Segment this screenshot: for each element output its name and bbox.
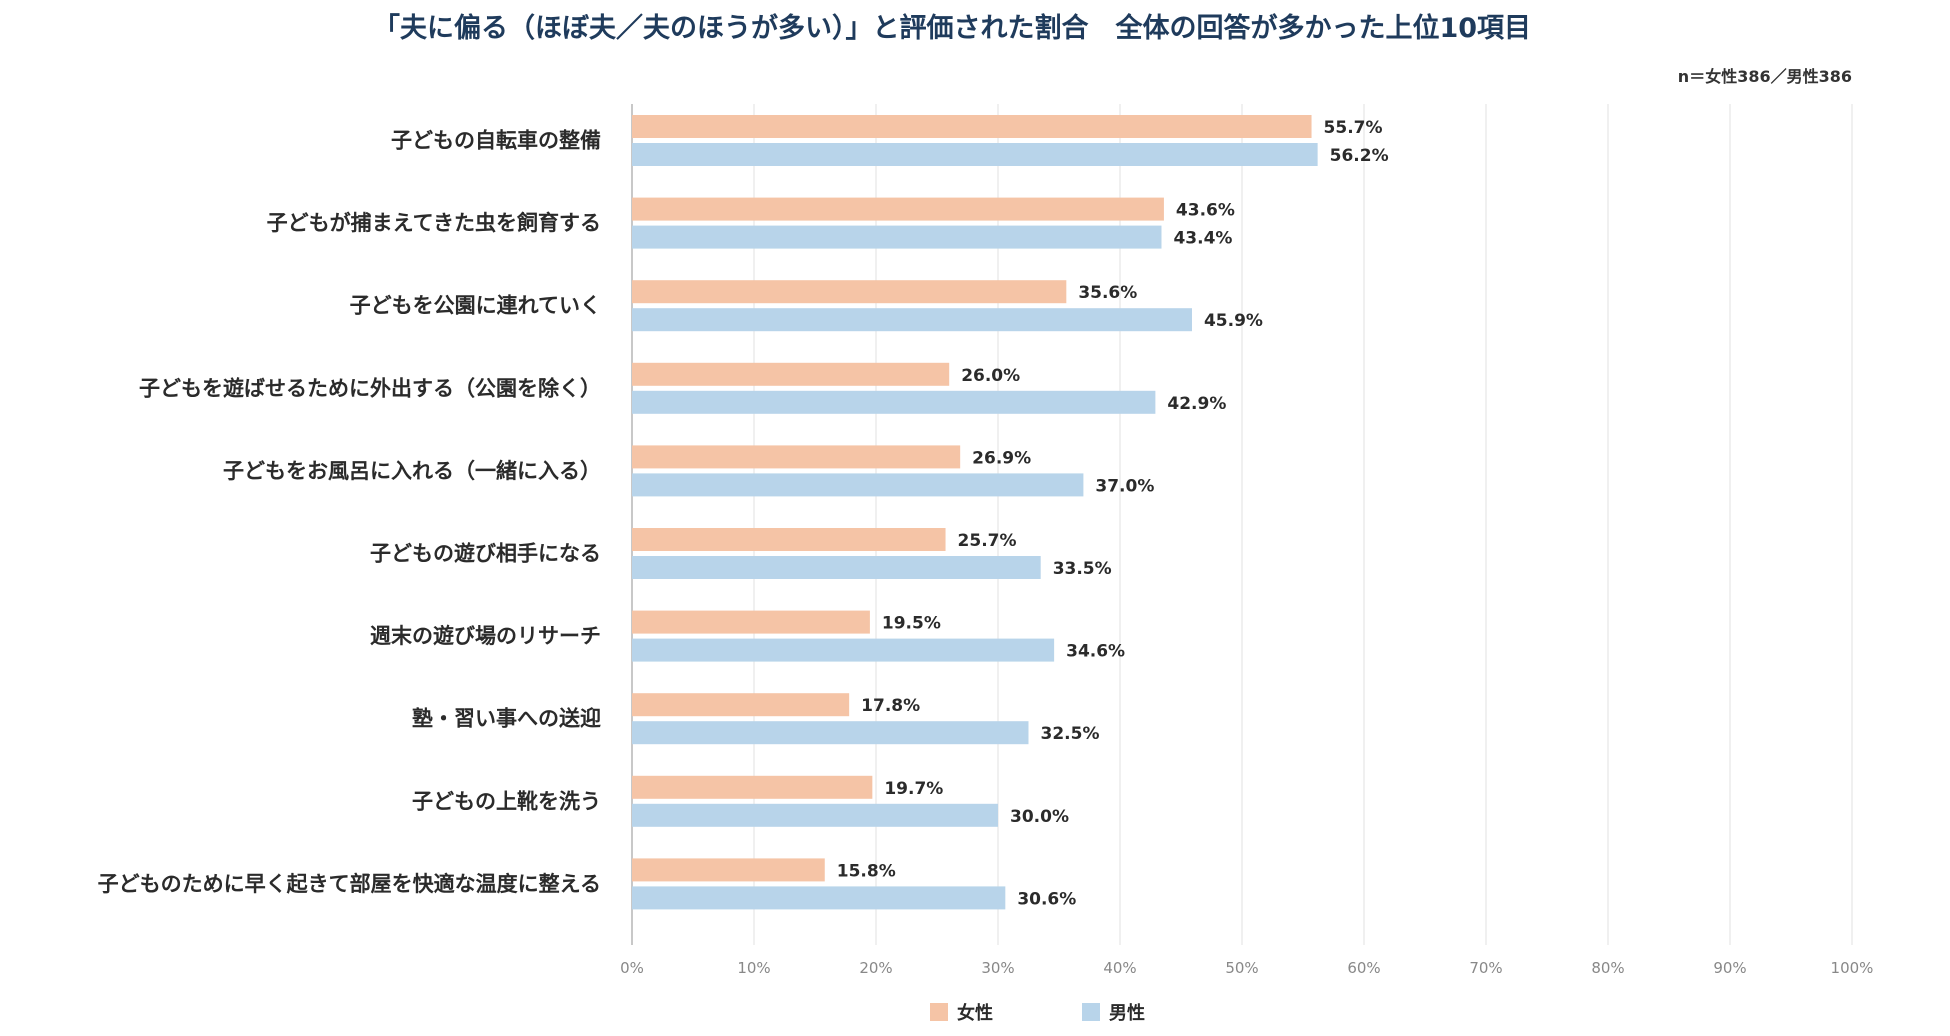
x-tick-label: 100% xyxy=(1831,959,1874,977)
data-label: 35.6% xyxy=(1078,283,1137,303)
bar-male xyxy=(632,390,1156,414)
bar-female xyxy=(632,445,961,469)
x-tick-label: 80% xyxy=(1591,959,1624,977)
data-label: 25.7% xyxy=(958,531,1017,551)
bar-female xyxy=(632,610,870,634)
data-label: 42.9% xyxy=(1167,394,1226,414)
data-label: 37.0% xyxy=(1095,476,1154,496)
category-label: 塾・習い事への送迎 xyxy=(412,707,601,731)
bar-female xyxy=(632,693,850,717)
legend-swatch-female xyxy=(930,1003,948,1021)
x-tick-label: 90% xyxy=(1713,959,1746,977)
bar-female xyxy=(632,528,946,551)
x-tick-label: 40% xyxy=(1103,959,1136,977)
data-label: 55.7% xyxy=(1324,118,1383,138)
category-label: 子どもが捕まえてきた虫を飼育する xyxy=(267,211,601,235)
bar-female xyxy=(632,362,950,386)
bar-female xyxy=(632,197,1164,221)
chart-subtitle: n＝女性386／男性386 xyxy=(1678,67,1852,86)
data-label: 19.5% xyxy=(882,614,941,634)
legend-label: 男性 xyxy=(1109,1002,1145,1024)
data-label: 43.6% xyxy=(1176,201,1235,221)
bar-male xyxy=(632,556,1041,579)
data-label: 45.9% xyxy=(1204,311,1263,331)
legend-label: 女性 xyxy=(957,1002,993,1024)
category-label: 子どもをお風呂に入れる（一緒に入る） xyxy=(223,459,601,483)
data-label: 26.9% xyxy=(972,448,1031,468)
category-label: 子どもを公園に連れていく xyxy=(350,294,601,318)
bar-male xyxy=(632,803,998,827)
legend-swatch-male xyxy=(1082,1003,1100,1021)
data-label: 19.7% xyxy=(884,779,943,799)
x-tick-label: 30% xyxy=(981,959,1014,977)
data-label: 56.2% xyxy=(1330,146,1389,166)
data-label: 17.8% xyxy=(861,696,920,716)
bar-male xyxy=(632,473,1084,497)
bar-male xyxy=(632,143,1318,166)
bar-female xyxy=(632,115,1312,138)
category-label: 子どもを遊ばせるために外出する（公園を除く） xyxy=(139,376,601,400)
data-label: 33.5% xyxy=(1053,559,1112,579)
category-label: 子どもの自転車の整備 xyxy=(391,129,601,153)
bar-male xyxy=(632,225,1162,249)
category-label: 週末の遊び場のリサーチ xyxy=(370,624,601,648)
chart-title: 「夫に偏る（ほぼ夫／夫のほうが多い）」と評価された割合 全体の回答が多かった上位… xyxy=(373,12,1531,44)
data-label: 30.6% xyxy=(1017,889,1076,909)
data-label: 34.6% xyxy=(1066,642,1125,662)
data-label: 43.4% xyxy=(1173,229,1232,249)
bar-male xyxy=(632,308,1192,332)
bar-female xyxy=(632,280,1067,304)
data-label: 30.0% xyxy=(1010,807,1069,827)
x-tick-label: 20% xyxy=(859,959,892,977)
data-label: 26.0% xyxy=(961,366,1020,386)
x-tick-label: 10% xyxy=(737,959,770,977)
x-tick-label: 60% xyxy=(1347,959,1380,977)
bar-female xyxy=(632,775,873,799)
data-label: 15.8% xyxy=(837,861,896,881)
x-tick-label: 0% xyxy=(620,959,644,977)
data-label: 32.5% xyxy=(1041,724,1100,744)
category-label: 子どもの上靴を洗う xyxy=(412,789,601,813)
category-label: 子どもの遊び相手になる xyxy=(370,542,601,566)
bar-female xyxy=(632,858,825,882)
x-tick-label: 50% xyxy=(1225,959,1258,977)
bar-male xyxy=(632,721,1029,745)
bar-male xyxy=(632,886,1006,910)
bar-male xyxy=(632,638,1055,662)
category-label: 子どものために早く起きて部屋を快適な温度に整える xyxy=(98,872,601,896)
x-tick-label: 70% xyxy=(1469,959,1502,977)
